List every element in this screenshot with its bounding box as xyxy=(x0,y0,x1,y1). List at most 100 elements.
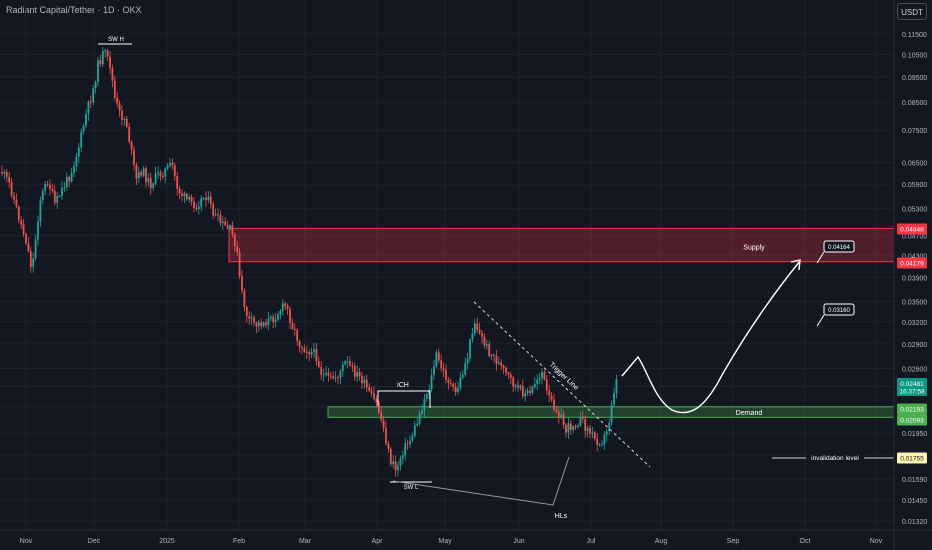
candle xyxy=(428,384,431,400)
candle xyxy=(238,248,241,280)
candle xyxy=(267,311,270,330)
candle xyxy=(615,374,618,399)
candle xyxy=(490,353,493,360)
candle xyxy=(262,321,265,328)
candle xyxy=(296,328,299,346)
candle xyxy=(229,224,231,232)
price-tick-label: 0.05300 xyxy=(902,206,927,213)
candle xyxy=(514,383,517,391)
candle xyxy=(531,385,534,395)
price-badge: 0.01755 xyxy=(897,452,927,464)
candle xyxy=(94,80,97,94)
price-badge: 0.04848 xyxy=(897,223,927,235)
candle xyxy=(85,108,87,129)
candle xyxy=(454,382,457,396)
candle xyxy=(562,409,565,429)
candle xyxy=(346,356,349,369)
candle xyxy=(123,116,126,126)
candle xyxy=(423,393,426,418)
candle xyxy=(145,166,147,188)
candle xyxy=(368,383,371,393)
candle xyxy=(301,345,303,354)
candle xyxy=(344,360,347,366)
candle xyxy=(565,423,567,438)
price-tick-label: 0.01450 xyxy=(902,498,927,505)
candle xyxy=(543,369,546,381)
candle xyxy=(272,313,275,329)
candle xyxy=(608,418,611,435)
swing-high-label: SW H xyxy=(108,37,124,43)
higher-lows-label: HLs xyxy=(555,513,568,520)
candle xyxy=(361,371,363,390)
candle xyxy=(181,189,183,202)
candle xyxy=(130,140,133,155)
candle xyxy=(524,388,527,403)
candle xyxy=(421,404,423,416)
svg-text:0.01755: 0.01755 xyxy=(900,456,924,463)
candle xyxy=(613,387,615,408)
candle xyxy=(221,216,224,230)
candle xyxy=(341,361,344,377)
target-callout-label: 0.03160 xyxy=(828,308,850,314)
candle xyxy=(418,410,421,427)
candle xyxy=(113,75,116,101)
candle xyxy=(509,372,512,385)
candle xyxy=(320,360,323,381)
candle xyxy=(82,123,85,135)
time-tick-label: Dec xyxy=(88,538,101,545)
candle xyxy=(442,362,445,378)
candle xyxy=(353,362,356,382)
candle xyxy=(365,374,368,393)
candle xyxy=(269,314,272,322)
candle xyxy=(433,359,435,380)
candle xyxy=(356,365,359,382)
candle xyxy=(303,344,306,353)
candle xyxy=(265,318,267,329)
candle xyxy=(197,201,200,215)
candle xyxy=(188,194,191,204)
candle xyxy=(5,168,8,183)
candle xyxy=(65,172,68,192)
candle xyxy=(413,420,416,438)
trigger-line xyxy=(473,301,651,468)
higher-lows-line xyxy=(392,456,570,506)
candle xyxy=(538,372,541,385)
candle xyxy=(219,210,222,227)
price-tick-label: 0.10500 xyxy=(902,52,927,59)
candle xyxy=(481,330,483,344)
candle xyxy=(334,371,337,383)
candle xyxy=(409,434,411,448)
candle xyxy=(289,306,291,330)
candle xyxy=(567,416,570,440)
candle xyxy=(574,424,577,431)
candle xyxy=(550,392,553,403)
candle xyxy=(49,179,51,196)
currency-button[interactable]: USDT xyxy=(897,3,927,20)
candle xyxy=(385,421,387,446)
candle xyxy=(193,197,195,213)
candle xyxy=(51,183,54,194)
candle xyxy=(435,349,438,369)
candle xyxy=(512,376,515,393)
candle xyxy=(610,400,613,426)
candle xyxy=(387,440,390,453)
ich-box xyxy=(377,390,431,408)
candle xyxy=(519,384,522,391)
candle xyxy=(445,364,447,384)
ich-label: iCH xyxy=(397,382,409,389)
candle xyxy=(500,358,503,370)
candle xyxy=(241,270,243,295)
candle xyxy=(200,194,203,212)
candle xyxy=(183,191,186,204)
candle xyxy=(449,378,452,387)
candle xyxy=(308,349,311,361)
supply-label: Supply xyxy=(743,244,765,251)
demand-label: Demand xyxy=(736,410,763,417)
candle xyxy=(207,191,210,203)
projection-path xyxy=(621,260,801,414)
candle xyxy=(157,165,159,180)
candle xyxy=(164,167,167,184)
